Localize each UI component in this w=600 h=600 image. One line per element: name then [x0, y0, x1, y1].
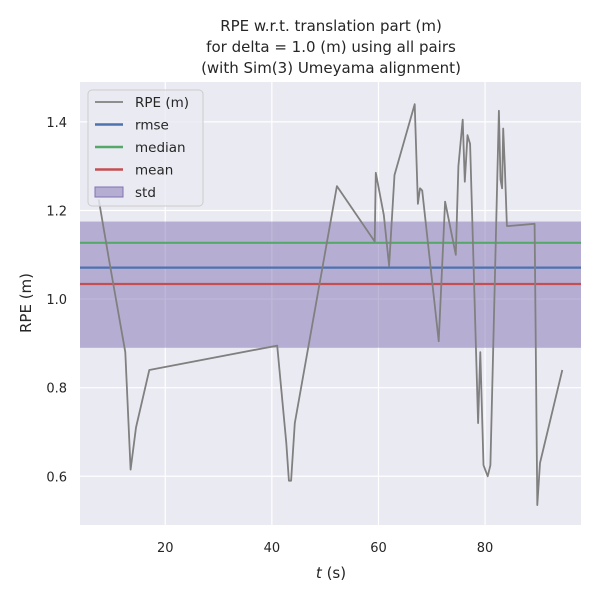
- legend-label-mean: mean: [135, 163, 173, 179]
- series-lines: [97, 103, 564, 507]
- chart-title-line-1: RPE w.r.t. translation part (m): [220, 17, 442, 35]
- x-tick-label: 60: [370, 541, 387, 556]
- x-axis-label: t (s): [316, 564, 346, 582]
- legend-label-rmse: rmse: [135, 118, 169, 134]
- legend-swatch-std: [94, 186, 124, 198]
- y-axis-label: RPE (m): [17, 273, 35, 333]
- series-line-rpe: [97, 103, 564, 507]
- y-tick-labels: 0.6 0.8 1.0 1.2 1.4: [46, 116, 67, 485]
- x-tick-labels: 20 40 60 80: [157, 541, 493, 556]
- y-tick-label: 1.4: [46, 116, 67, 131]
- chart-title: RPE w.r.t. translation part (m) for delt…: [201, 17, 461, 77]
- x-axis-label-unit: (s): [322, 564, 346, 582]
- chart-title-line-3: (with Sim(3) Umeyama alignment): [201, 59, 461, 77]
- x-axis-label-symbol: t: [316, 564, 323, 582]
- y-tick-label: 1.0: [46, 293, 67, 308]
- y-tick-label: 1.2: [46, 204, 67, 219]
- x-tick-label: 40: [264, 541, 281, 556]
- x-tick-label: 80: [477, 541, 494, 556]
- stat-lines: [80, 241, 581, 286]
- legend-label-median: median: [135, 140, 186, 156]
- legend-label-rpe: RPE (m): [135, 95, 189, 111]
- legend-label-std: std: [135, 185, 156, 201]
- legend: RPE (m) rmse median mean std: [87, 89, 204, 207]
- y-tick-label: 0.6: [46, 470, 67, 485]
- chart-title-line-2: for delta = 1.0 (m) using all pairs: [206, 38, 456, 56]
- legend-frame: [87, 89, 204, 207]
- x-tick-label: 20: [157, 541, 174, 556]
- y-tick-label: 0.8: [46, 382, 67, 397]
